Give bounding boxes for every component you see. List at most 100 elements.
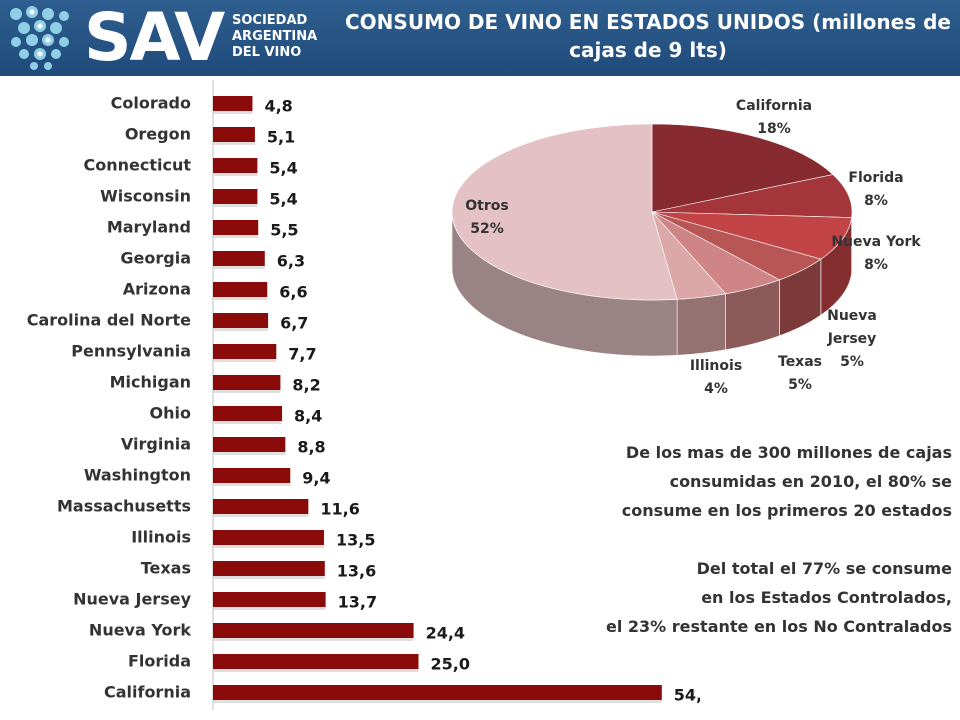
category-label: Texas (141, 559, 191, 578)
bar-shadow (213, 669, 419, 672)
note-line: De los mas de 300 millones de cajas (625, 443, 952, 462)
value-label: 5,5 (270, 221, 298, 240)
bar-shadow (213, 576, 325, 579)
bar (213, 499, 309, 514)
category-label: Nueva York (89, 621, 191, 640)
slide-title: CONSUMO DE VINO EN ESTADOS UNIDOS (millo… (345, 10, 951, 62)
pie-slice-label: Nueva York 8% (831, 234, 921, 273)
category-label: Virginia (121, 435, 191, 454)
bar-shadow (213, 297, 268, 300)
value-label: 13,7 (338, 593, 377, 612)
category-label: Connecticut (83, 156, 191, 175)
value-label: 9,4 (302, 469, 330, 488)
bar-shadow (213, 607, 326, 610)
category-label: Illinois (131, 528, 191, 547)
pie-slice-label: Texas 5% (778, 354, 822, 393)
summary-note: De los mas de 300 millones de cajas cons… (556, 438, 952, 641)
bar (213, 220, 259, 235)
pie-slice (651, 123, 834, 213)
pie-slice (651, 211, 852, 260)
value-label: 5,4 (269, 190, 297, 209)
bar (213, 96, 253, 111)
bar (213, 468, 291, 483)
value-label: 11,6 (320, 500, 359, 519)
grape-dots-logo-icon (10, 6, 69, 70)
value-label: 24,4 (426, 624, 465, 643)
category-label: California (104, 683, 191, 702)
category-label: Massachusetts (57, 497, 191, 516)
bar (213, 561, 325, 576)
value-label: 13,5 (336, 531, 375, 550)
bar-shadow (213, 173, 258, 176)
category-label: Carolina del Norte (27, 311, 191, 330)
note-line: consume en los primeros 20 estados (621, 501, 952, 520)
value-label: 5,1 (267, 128, 295, 147)
bar (213, 530, 324, 545)
bar-shadow (213, 638, 414, 641)
bar (213, 282, 268, 297)
bar (213, 313, 269, 328)
bar-shadow (213, 421, 283, 424)
bar-shadow (213, 452, 286, 455)
logo-subtitle: SOCIEDAD ARGENTINA DEL VINO (232, 13, 342, 61)
bar-shadow (213, 328, 269, 331)
value-label: 8,8 (297, 438, 325, 457)
bar (213, 158, 258, 173)
category-label: Arizona (123, 280, 191, 299)
category-label: Ohio (150, 404, 191, 423)
value-label: 6,6 (279, 283, 307, 302)
bar (213, 344, 277, 359)
bar-chart: Colorado Oregon Connecticut Wisconsin Maryla… (27, 80, 700, 710)
category-label: Washington (84, 466, 191, 485)
note-line: consumidas en 2010, el 80% se (669, 472, 952, 491)
category-label: Maryland (107, 218, 191, 237)
category-label: Michigan (110, 373, 191, 392)
bar (213, 406, 283, 421)
note-line: el 23% restante en los No Contralados (606, 617, 952, 636)
bar-shadow (213, 514, 309, 517)
bar (213, 623, 414, 638)
note-line: en los Estados Controlados, (701, 588, 952, 607)
pie-slice-side (676, 293, 726, 356)
value-label: 25,0 (431, 655, 470, 674)
category-label: Colorado (111, 94, 191, 113)
category-label: Oregon (125, 125, 191, 144)
value-label: 7,7 (288, 345, 316, 364)
pie-slice (651, 174, 853, 218)
bar-shadow (213, 204, 258, 207)
bar-shadow (213, 111, 253, 114)
category-label: Wisconsin (100, 187, 191, 206)
bar (213, 251, 265, 266)
bar (213, 592, 326, 607)
header-banner: SAV SOCIEDAD ARGENTINA DEL VINO CONSUMO … (0, 0, 960, 76)
logo-wordmark: SAV (84, 0, 225, 76)
value-label: 54,6 (674, 686, 700, 705)
bar-shadow (213, 483, 291, 486)
bar-shadow (213, 359, 277, 362)
bar-shadow (213, 142, 255, 145)
bar-shadow (213, 235, 259, 238)
pie-slice-label: Florida 8% (848, 170, 903, 209)
logo-subtitle-line: ARGENTINA (232, 29, 318, 44)
bar (213, 189, 258, 204)
logo-subtitle-line: SOCIEDAD (232, 13, 308, 28)
pie-chart: California 18% Florida 8% Nueva York 8% Nueva J… (451, 98, 921, 397)
bar-shadow (213, 390, 281, 393)
category-label: Florida (128, 652, 191, 671)
category-label: Nueva Jersey (73, 590, 192, 609)
pie-slice-label: Otros 52% (465, 198, 508, 237)
value-label: 4,8 (264, 97, 292, 116)
bar-shadow (213, 266, 265, 269)
value-label: 13,6 (337, 562, 376, 581)
category-label: Georgia (120, 249, 191, 268)
pie-slice-label: Illinois 4% (690, 358, 742, 397)
logo-subtitle-line: DEL VINO (232, 45, 302, 60)
bar (213, 654, 419, 669)
value-label: 5,4 (269, 159, 297, 178)
pie-slice (451, 123, 678, 301)
value-label: 8,2 (292, 376, 320, 395)
category-label: Pennsylvania (71, 342, 191, 361)
value-label: 6,3 (277, 252, 305, 271)
bar (213, 127, 255, 142)
bar (213, 375, 281, 390)
